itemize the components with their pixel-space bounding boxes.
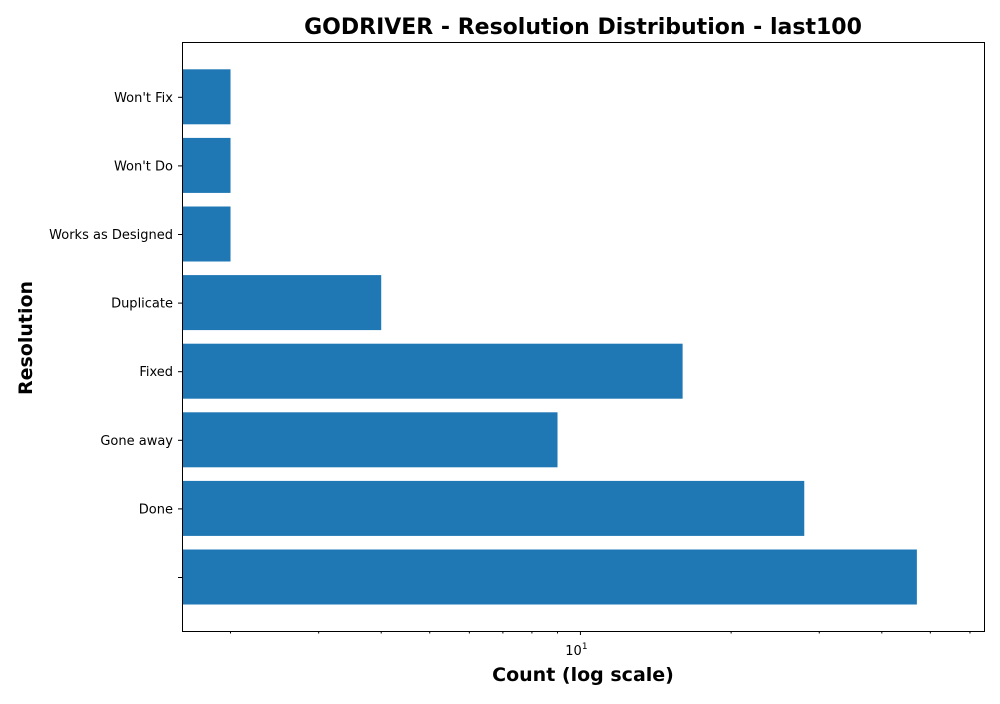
bar-gone-away xyxy=(182,412,558,468)
y-tick-label: Fixed xyxy=(139,365,173,380)
x-axis-title: Count (log scale) xyxy=(492,664,674,686)
y-tick-label: Won't Do xyxy=(114,159,173,174)
y-tick-label: Gone away xyxy=(100,434,173,449)
x-tick-label: 101 xyxy=(565,642,587,659)
bar-works-as-designed xyxy=(182,206,231,262)
bar-won-t-do xyxy=(182,137,231,193)
bar-unlabeled xyxy=(182,549,917,605)
y-tick-label: Works as Designed xyxy=(49,228,173,243)
y-tick-label: Done xyxy=(139,502,173,517)
y-tick-label: Duplicate xyxy=(111,297,173,312)
chart-title: GODRIVER - Resolution Distribution - las… xyxy=(304,15,862,40)
y-tick-label: Won't Fix xyxy=(114,91,173,106)
bar-duplicate xyxy=(182,275,382,331)
bar-done xyxy=(182,480,805,536)
x-axis-ticks: 101 xyxy=(230,631,971,659)
bar-won-t-fix xyxy=(182,69,231,125)
y-axis-title: Resolution xyxy=(15,281,37,395)
bar-fixed xyxy=(182,343,683,399)
bar-group xyxy=(182,69,917,605)
y-axis-ticks: Done Gone away Fixed Duplicate Works as Desi… xyxy=(49,91,182,578)
plot-frame xyxy=(182,42,985,632)
